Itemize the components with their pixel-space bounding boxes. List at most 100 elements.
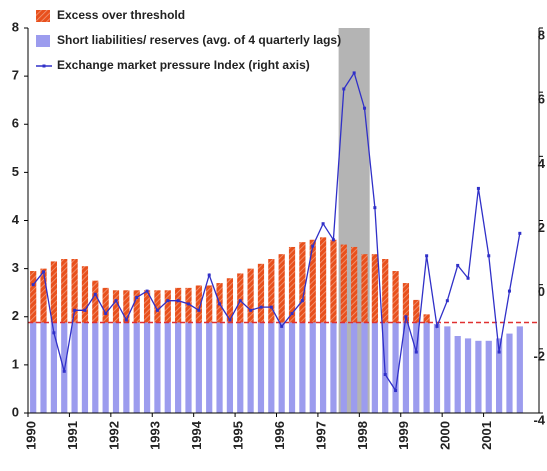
x-tick-label: 1995 bbox=[231, 421, 246, 450]
line-marker bbox=[259, 305, 263, 309]
line-marker bbox=[93, 292, 97, 296]
line-marker bbox=[52, 331, 56, 335]
bar bbox=[185, 322, 192, 413]
line-marker bbox=[249, 308, 253, 312]
bar bbox=[371, 322, 378, 413]
bar bbox=[268, 322, 275, 413]
bar bbox=[164, 290, 171, 323]
bar bbox=[475, 340, 482, 413]
x-tick-label: 2000 bbox=[438, 421, 453, 450]
y-tick-label: 7 bbox=[12, 68, 19, 83]
y2-tick-label: -2 bbox=[533, 348, 545, 363]
bar bbox=[506, 333, 513, 413]
bar bbox=[392, 322, 399, 413]
line-marker bbox=[497, 350, 501, 354]
bar bbox=[319, 322, 327, 413]
bar bbox=[309, 239, 316, 323]
x-tick-label: 1997 bbox=[313, 421, 328, 450]
y-tick-label: 3 bbox=[12, 260, 19, 275]
y-tick-label: 0 bbox=[12, 404, 19, 419]
line-marker bbox=[373, 206, 377, 210]
bar bbox=[40, 322, 47, 413]
bar bbox=[423, 314, 430, 323]
bar bbox=[50, 261, 57, 323]
line-marker bbox=[352, 71, 356, 75]
line-marker bbox=[238, 299, 242, 303]
bar bbox=[392, 271, 399, 323]
bar bbox=[112, 322, 120, 413]
bar bbox=[382, 259, 389, 323]
line bbox=[32, 71, 521, 393]
bar bbox=[288, 246, 296, 323]
bar bbox=[413, 299, 420, 323]
bar bbox=[423, 322, 430, 413]
bar bbox=[257, 322, 265, 413]
line-marker bbox=[124, 318, 128, 322]
bar bbox=[516, 326, 523, 413]
legend-label: Exchange market pressure Index (right ax… bbox=[57, 58, 310, 72]
bar bbox=[226, 322, 234, 413]
bar bbox=[154, 322, 161, 413]
bar bbox=[413, 322, 420, 413]
y2-tick-label: 2 bbox=[538, 220, 545, 235]
bar bbox=[30, 271, 37, 323]
y-tick-label: 5 bbox=[12, 164, 19, 179]
line-marker bbox=[466, 276, 470, 280]
x-tick-label: 1993 bbox=[148, 421, 163, 450]
line-marker bbox=[425, 254, 429, 258]
y2-tick-label: 6 bbox=[538, 92, 545, 107]
line-marker bbox=[207, 273, 211, 277]
x-tick-label: 2001 bbox=[479, 421, 494, 450]
bar bbox=[361, 322, 368, 413]
legend-swatch bbox=[36, 10, 50, 22]
bar bbox=[92, 280, 99, 323]
line-marker bbox=[218, 302, 222, 306]
line-marker bbox=[104, 312, 108, 316]
line-marker bbox=[414, 350, 418, 354]
bar bbox=[30, 322, 37, 413]
line-marker bbox=[269, 305, 273, 309]
line-marker bbox=[311, 244, 315, 248]
bar bbox=[50, 322, 57, 413]
line-marker bbox=[155, 308, 159, 312]
bar bbox=[361, 254, 368, 323]
bar bbox=[496, 338, 503, 413]
line-marker bbox=[435, 324, 439, 328]
bar bbox=[485, 340, 492, 413]
line-marker bbox=[135, 296, 139, 299]
bar bbox=[454, 336, 461, 413]
bar bbox=[247, 268, 254, 323]
bar bbox=[319, 237, 327, 323]
bar bbox=[71, 259, 78, 323]
bar bbox=[351, 322, 358, 413]
bar bbox=[340, 322, 347, 413]
bar bbox=[299, 322, 306, 413]
bar bbox=[247, 322, 254, 413]
bar bbox=[81, 266, 89, 323]
bar bbox=[464, 338, 472, 413]
bar bbox=[71, 322, 78, 413]
line-marker bbox=[62, 369, 66, 373]
line-marker bbox=[404, 315, 408, 319]
bar bbox=[164, 322, 171, 413]
bar bbox=[299, 242, 306, 323]
legend-label: Short liabilities/ reserves (avg. of 4 q… bbox=[57, 33, 341, 47]
line-marker bbox=[383, 373, 387, 376]
bar bbox=[402, 283, 410, 323]
line-marker bbox=[114, 299, 118, 303]
line-marker bbox=[300, 299, 304, 303]
line-marker bbox=[228, 318, 232, 322]
bar bbox=[402, 322, 410, 413]
y-tick-label: 8 bbox=[12, 19, 19, 34]
bar bbox=[123, 290, 130, 323]
line-marker bbox=[73, 308, 77, 312]
bar bbox=[278, 254, 285, 323]
line-marker bbox=[280, 324, 284, 328]
line-marker bbox=[290, 312, 294, 316]
x-tick-label: 1991 bbox=[65, 421, 80, 450]
bar bbox=[444, 326, 451, 413]
bar bbox=[123, 322, 130, 413]
line-marker bbox=[321, 222, 325, 226]
y2-tick-label: 8 bbox=[538, 27, 545, 42]
legend-swatch bbox=[42, 64, 46, 68]
